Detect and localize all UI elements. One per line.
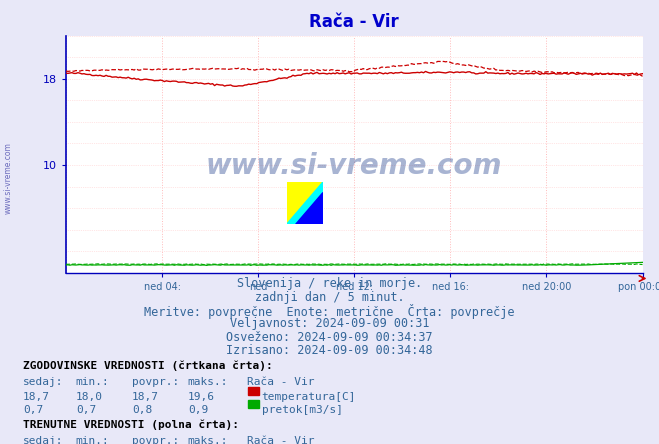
Text: ZGODOVINSKE VREDNOSTI (črtkana črta):: ZGODOVINSKE VREDNOSTI (črtkana črta): [23,361,273,371]
Text: www.si-vreme.com: www.si-vreme.com [206,152,502,180]
Text: Izrisano: 2024-09-09 00:34:48: Izrisano: 2024-09-09 00:34:48 [226,344,433,357]
Text: povpr.:: povpr.: [132,377,179,388]
Text: min.:: min.: [76,377,109,388]
Polygon shape [296,193,323,224]
Text: 18,7: 18,7 [23,392,50,402]
Polygon shape [287,182,323,224]
Text: 0,9: 0,9 [188,405,208,416]
Text: Rača - Vir: Rača - Vir [247,377,314,388]
Text: povpr.:: povpr.: [132,436,179,444]
Text: 0,7: 0,7 [76,405,96,416]
Text: maks.:: maks.: [188,436,228,444]
Text: Slovenija / reke in morje.: Slovenija / reke in morje. [237,278,422,290]
Text: zadnji dan / 5 minut.: zadnji dan / 5 minut. [254,291,405,304]
Text: Veljavnost: 2024-09-09 00:31: Veljavnost: 2024-09-09 00:31 [230,317,429,330]
Text: www.si-vreme.com: www.si-vreme.com [3,142,13,214]
Text: sedaj:: sedaj: [23,377,63,388]
Text: Rača - Vir: Rača - Vir [247,436,314,444]
Title: Rača - Vir: Rača - Vir [309,13,399,31]
Text: TRENUTNE VREDNOSTI (polna črta):: TRENUTNE VREDNOSTI (polna črta): [23,420,239,430]
Text: 18,7: 18,7 [132,392,159,402]
Text: pretok[m3/s]: pretok[m3/s] [262,405,343,416]
Text: 19,6: 19,6 [188,392,215,402]
Text: min.:: min.: [76,436,109,444]
Text: sedaj:: sedaj: [23,436,63,444]
Text: temperatura[C]: temperatura[C] [262,392,356,402]
Text: Meritve: povprečne  Enote: metrične  Črta: povprečje: Meritve: povprečne Enote: metrične Črta:… [144,304,515,319]
Text: 18,0: 18,0 [76,392,103,402]
Text: Osveženo: 2024-09-09 00:34:37: Osveženo: 2024-09-09 00:34:37 [226,331,433,344]
Text: 0,7: 0,7 [23,405,43,416]
Polygon shape [287,182,323,224]
Text: 0,8: 0,8 [132,405,152,416]
Text: maks.:: maks.: [188,377,228,388]
